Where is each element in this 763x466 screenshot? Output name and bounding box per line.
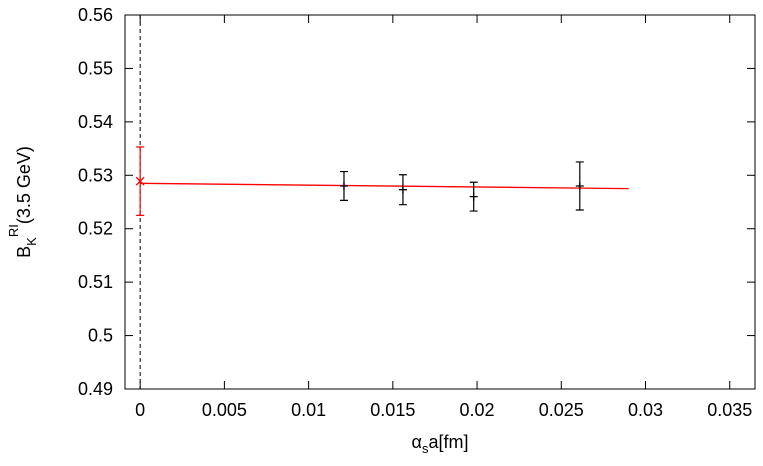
x-tick-label: 0.02 [460, 400, 495, 420]
x-tick-label: 0.03 [628, 400, 663, 420]
x-tick-label: 0.035 [707, 400, 752, 420]
plot-frame [124, 14, 756, 390]
y-axis-label: BKRI(3.5 GeV) [6, 146, 39, 258]
y-tick-label: 0.55 [78, 58, 113, 78]
x-tick-label: 0.005 [202, 400, 247, 420]
y-label-sup: RI [6, 224, 21, 237]
y-tick-label: 0.54 [78, 112, 113, 132]
point [339, 181, 348, 190]
y-tick-label: 0.49 [78, 379, 113, 399]
y-tick-label: 0.56 [78, 5, 113, 25]
x-label-sub: s [422, 441, 429, 456]
y-tick-label: 0.52 [78, 219, 113, 239]
y-label-base: B [14, 246, 34, 258]
x-tick-label: 0.01 [291, 400, 326, 420]
y-tick-label: 0.5 [88, 326, 113, 346]
y-tick-label: 0.51 [78, 272, 113, 292]
y-label-sub: K [24, 237, 39, 246]
x-axis-label: αsa[fm] [412, 432, 469, 456]
x-label-rest: a[fm] [428, 432, 468, 452]
point [469, 192, 478, 201]
point [575, 181, 584, 190]
x-tick-label: 0.015 [370, 400, 415, 420]
point [135, 176, 145, 186]
point [398, 185, 407, 194]
y-tick-label: 0.53 [78, 165, 113, 185]
y-label-rest: (3.5 GeV) [14, 146, 34, 224]
x-label-base: α [412, 432, 422, 452]
x-tick-label: 0 [135, 400, 145, 420]
x-tick-label: 0.025 [539, 400, 584, 420]
fit-line [140, 182, 629, 190]
